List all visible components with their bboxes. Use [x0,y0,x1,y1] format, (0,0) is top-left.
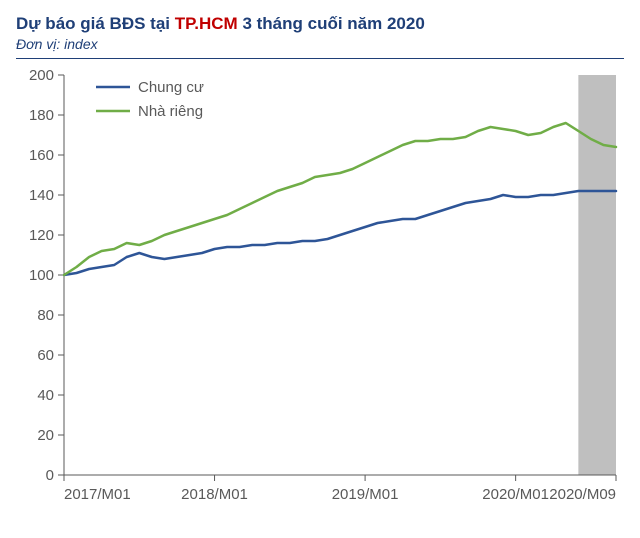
title-rule [16,58,624,59]
chart-svg: 0 20 40 60 80 100 120 140 160 180 200 2017/M01 2018/… [16,65,624,505]
svg-text:2017/M01: 2017/M01 [64,486,131,503]
chart-title: Dự báo giá BĐS tại TP.HCM 3 tháng cuối n… [16,14,624,34]
svg-text:20: 20 [37,427,54,444]
svg-text:Chung cư: Chung cư [138,79,204,96]
svg-text:160: 160 [29,147,54,164]
plot-area: 0 20 40 60 80 100 120 140 160 180 200 2017/M01 2018/… [16,65,624,505]
chart-subtitle: Đơn vị: index [16,36,624,52]
svg-text:2018/M01: 2018/M01 [181,486,248,503]
svg-text:100: 100 [29,267,54,284]
title-after: 3 tháng cuối năm 2020 [238,14,425,33]
chart-container: Dự báo giá BĐS tại TP.HCM 3 tháng cuối n… [0,0,640,538]
svg-text:Nhà riêng: Nhà riêng [138,103,203,120]
title-highlight: TP.HCM [175,14,238,33]
svg-text:2019/M01: 2019/M01 [332,486,399,503]
svg-text:0: 0 [46,467,54,484]
svg-text:2020/M01: 2020/M01 [482,486,549,503]
svg-text:2020/M09: 2020/M09 [549,486,616,503]
title-before: Dự báo giá BĐS tại [16,14,175,33]
svg-text:180: 180 [29,107,54,124]
svg-text:80: 80 [37,307,54,324]
svg-text:60: 60 [37,347,54,364]
svg-text:140: 140 [29,187,54,204]
svg-text:40: 40 [37,387,54,404]
svg-text:120: 120 [29,227,54,244]
svg-text:200: 200 [29,67,54,84]
